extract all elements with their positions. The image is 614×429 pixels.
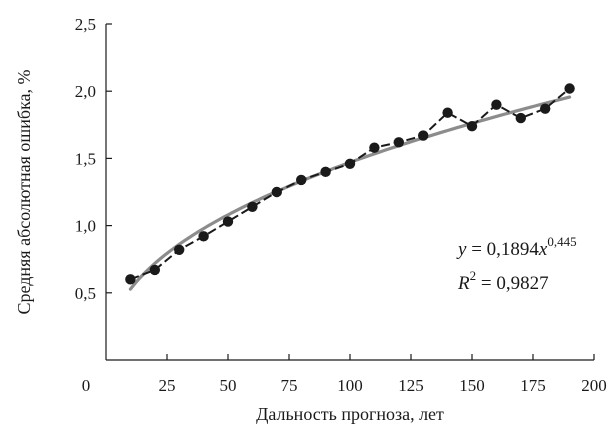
data-point bbox=[149, 264, 160, 276]
data-point bbox=[320, 166, 331, 178]
data-point bbox=[125, 274, 136, 285]
data-point bbox=[271, 186, 282, 198]
data-point bbox=[418, 130, 429, 141]
x-tick-label: 100 bbox=[337, 376, 363, 395]
x-axis-title: Дальность прогноза, лет bbox=[256, 404, 444, 424]
data-series-group bbox=[125, 83, 575, 285]
data-point bbox=[540, 103, 551, 114]
r-squared-exponent: 2 bbox=[470, 268, 477, 283]
data-point bbox=[247, 201, 258, 212]
data-point bbox=[174, 244, 185, 255]
data-point bbox=[491, 99, 502, 110]
y-tick-label: 2,5 bbox=[75, 15, 96, 34]
data-point bbox=[442, 107, 453, 118]
trendline bbox=[128, 95, 572, 291]
data-point bbox=[222, 216, 234, 227]
data-point bbox=[344, 158, 356, 169]
r-squared-var: R bbox=[457, 273, 470, 294]
trendline-group bbox=[128, 95, 572, 291]
x-tick-label: 175 bbox=[520, 376, 546, 395]
x-tick-label: 25 bbox=[159, 376, 176, 395]
equation-exponent: 0,445 bbox=[547, 234, 576, 249]
x-tick-label: 125 bbox=[398, 376, 424, 395]
equation-y-var: y bbox=[456, 239, 467, 260]
data-point bbox=[198, 231, 209, 242]
equation-x-var: x bbox=[538, 239, 548, 260]
data-point bbox=[466, 120, 478, 132]
trend-equation: y = 0,1894x0,445 bbox=[456, 234, 577, 260]
y-tick-label: 0,5 bbox=[75, 284, 96, 303]
data-point bbox=[296, 174, 307, 186]
r-squared-value: = 0,9827 bbox=[476, 273, 548, 294]
x-tick-label: 0 bbox=[82, 376, 91, 395]
y-axis-title: Средняя абсолютная ошибка, % bbox=[14, 69, 34, 314]
data-point bbox=[564, 83, 575, 94]
axis-ticks: 0,5 1,0 1,5 2,0 2,5 0 25 50 75 100 125 150 175 200 bbox=[75, 15, 607, 395]
x-tick-label: 150 bbox=[459, 376, 485, 395]
x-tick-label: 75 bbox=[281, 376, 298, 395]
data-point bbox=[369, 142, 380, 153]
y-tick-label: 1,0 bbox=[75, 217, 96, 236]
equation-coefficient: = 0,1894 bbox=[466, 239, 539, 260]
x-tick-label: 200 bbox=[581, 376, 607, 395]
data-point bbox=[393, 137, 404, 148]
data-point bbox=[515, 112, 526, 124]
r-squared: R2 = 0,9827 bbox=[457, 268, 549, 294]
y-tick-label: 1,5 bbox=[75, 149, 96, 168]
x-tick-label: 50 bbox=[220, 376, 237, 395]
y-tick-label: 2,0 bbox=[75, 82, 96, 101]
